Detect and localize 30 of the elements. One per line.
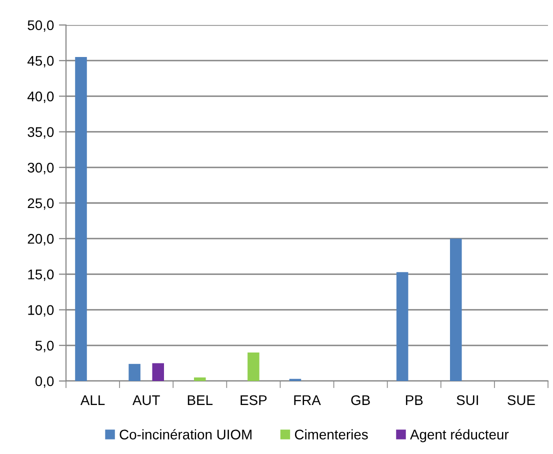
legend-label: Cimenteries bbox=[294, 429, 368, 440]
y-tick-label: 15,0 bbox=[28, 270, 54, 282]
y-tick-label: 35,0 bbox=[28, 127, 54, 139]
y-tick-label: 0,0 bbox=[35, 376, 54, 388]
bar bbox=[152, 363, 164, 381]
x-tick-label: SUE bbox=[508, 395, 535, 406]
x-tick-label: ESP bbox=[240, 395, 267, 406]
bar bbox=[396, 272, 408, 381]
x-tick-label: SUI bbox=[456, 395, 478, 406]
y-tick-label: 5,0 bbox=[35, 340, 54, 352]
x-tick-label: GB bbox=[351, 395, 370, 406]
bar bbox=[194, 377, 206, 381]
y-tick-label: 40,0 bbox=[27, 92, 54, 104]
x-tick-label: FRA bbox=[294, 395, 321, 405]
y-tick-label: 25,0 bbox=[28, 198, 54, 210]
x-tick-label: BEL bbox=[188, 395, 213, 405]
legend-label: Agent réducteur bbox=[410, 429, 509, 442]
y-tick-label: 30,0 bbox=[28, 162, 54, 174]
x-tick-label: ALL bbox=[80, 395, 105, 405]
x-tick-label: AUT bbox=[132, 395, 160, 406]
bar bbox=[450, 238, 462, 381]
y-tick-label: 10,0 bbox=[28, 305, 54, 317]
bar bbox=[75, 57, 87, 381]
y-tick-label: 50,0 bbox=[28, 20, 54, 32]
legend-label: Co-incinération UIOM bbox=[120, 429, 252, 440]
y-tick-label: 45,0 bbox=[27, 56, 54, 68]
bar bbox=[248, 352, 260, 381]
x-tick-label: PB bbox=[406, 395, 423, 405]
y-tick-label: 20,0 bbox=[28, 234, 54, 246]
bar bbox=[128, 364, 140, 381]
